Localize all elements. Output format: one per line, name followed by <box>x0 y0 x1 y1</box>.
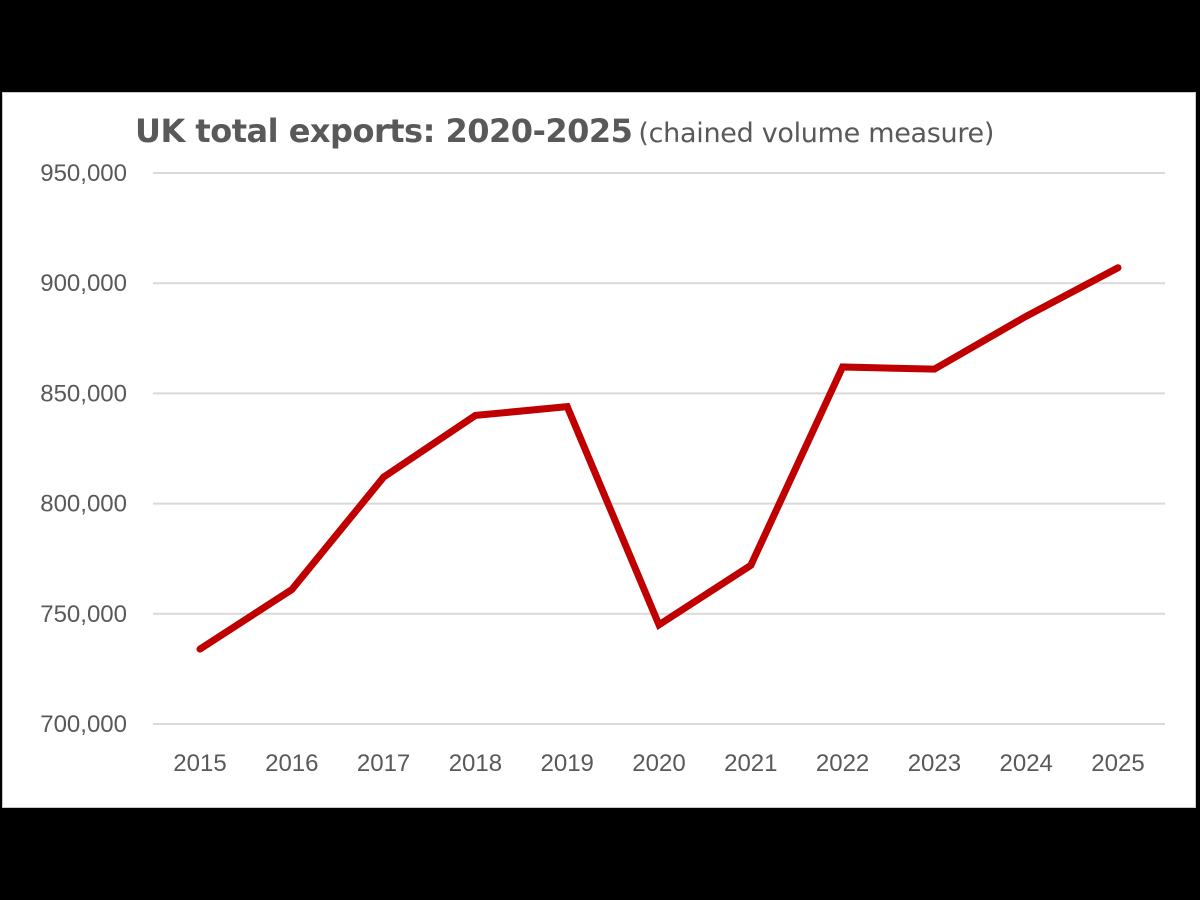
x-tick-label: 2025 <box>1091 750 1144 777</box>
x-tick-label: 2024 <box>1000 750 1053 777</box>
x-tick-label: 2022 <box>816 750 869 777</box>
chart-title-main: UK total exports: 2020-2025 <box>135 112 633 150</box>
y-tick-label: 800,000 <box>40 491 127 518</box>
chart-title: UK total exports: 2020-2025 (chained volu… <box>135 112 994 150</box>
y-tick-label: 850,000 <box>40 380 127 407</box>
x-tick-label: 2016 <box>265 750 318 777</box>
series-line <box>196 264 1122 653</box>
x-tick-label: 2017 <box>357 750 410 777</box>
x-tick-label: 2015 <box>173 750 226 777</box>
chart-subtitle: (chained volume measure) <box>638 118 995 149</box>
x-tick-label: 2023 <box>908 750 961 777</box>
x-tick-label: 2019 <box>541 750 594 777</box>
y-tick-label: 750,000 <box>40 601 127 628</box>
y-tick-label: 950,000 <box>40 160 127 187</box>
chart-panel <box>2 92 1196 808</box>
x-tick-label: 2018 <box>449 750 502 777</box>
y-tick-label: 900,000 <box>40 270 127 297</box>
x-tick-label: 2021 <box>724 750 777 777</box>
x-tick-label: 2020 <box>632 750 685 777</box>
y-tick-label: 700,000 <box>40 711 127 738</box>
